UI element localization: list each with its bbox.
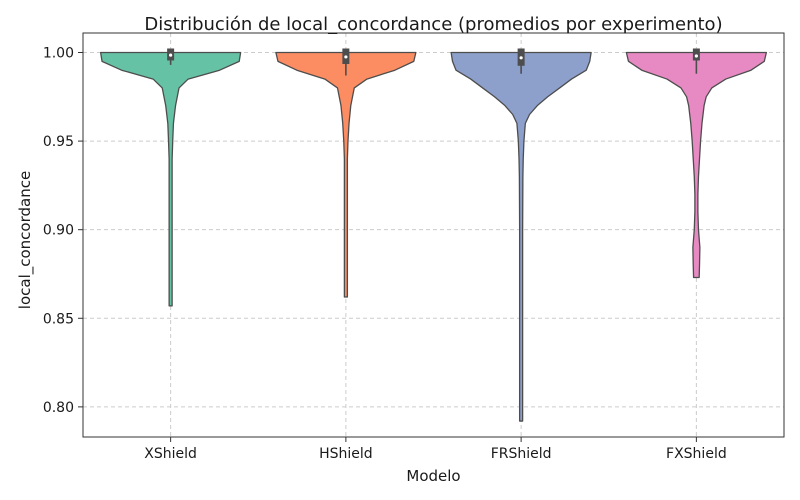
x-tick-label: FXShield (666, 446, 727, 462)
median-dot-FRShield (519, 56, 523, 60)
y-tick-label: 0.80 (43, 400, 74, 416)
x-axis-ticks: XShield HShield FRShield FXShield (144, 437, 727, 462)
plot-frame (82, 32, 785, 438)
violin-FXShield (625, 51, 768, 279)
y-tick-label: 0.95 (43, 134, 74, 150)
median-dot-XShield (169, 53, 173, 57)
y-tick-label: 0.85 (43, 311, 74, 327)
violin-XShield (99, 51, 242, 307)
y-tick-label: 0.90 (43, 223, 74, 239)
violin-FRShield (450, 51, 592, 422)
y-axis-ticks: 0.80 0.85 0.90 0.95 1.00 (43, 45, 83, 416)
y-tick-label: 1.00 (43, 45, 74, 61)
median-dot-HShield (344, 55, 348, 59)
x-tick-label: HShield (319, 446, 373, 462)
median-dot-FXShield (694, 54, 698, 58)
violins-group (99, 48, 768, 422)
violin-HShield (275, 51, 417, 298)
x-axis-title: Modelo (406, 467, 460, 485)
chart-title: Distribución de local_concordance (prome… (144, 14, 722, 35)
x-tick-label: FRShield (491, 446, 552, 462)
y-axis-title: local_concordance (16, 171, 35, 309)
x-tick-label: XShield (144, 446, 197, 462)
